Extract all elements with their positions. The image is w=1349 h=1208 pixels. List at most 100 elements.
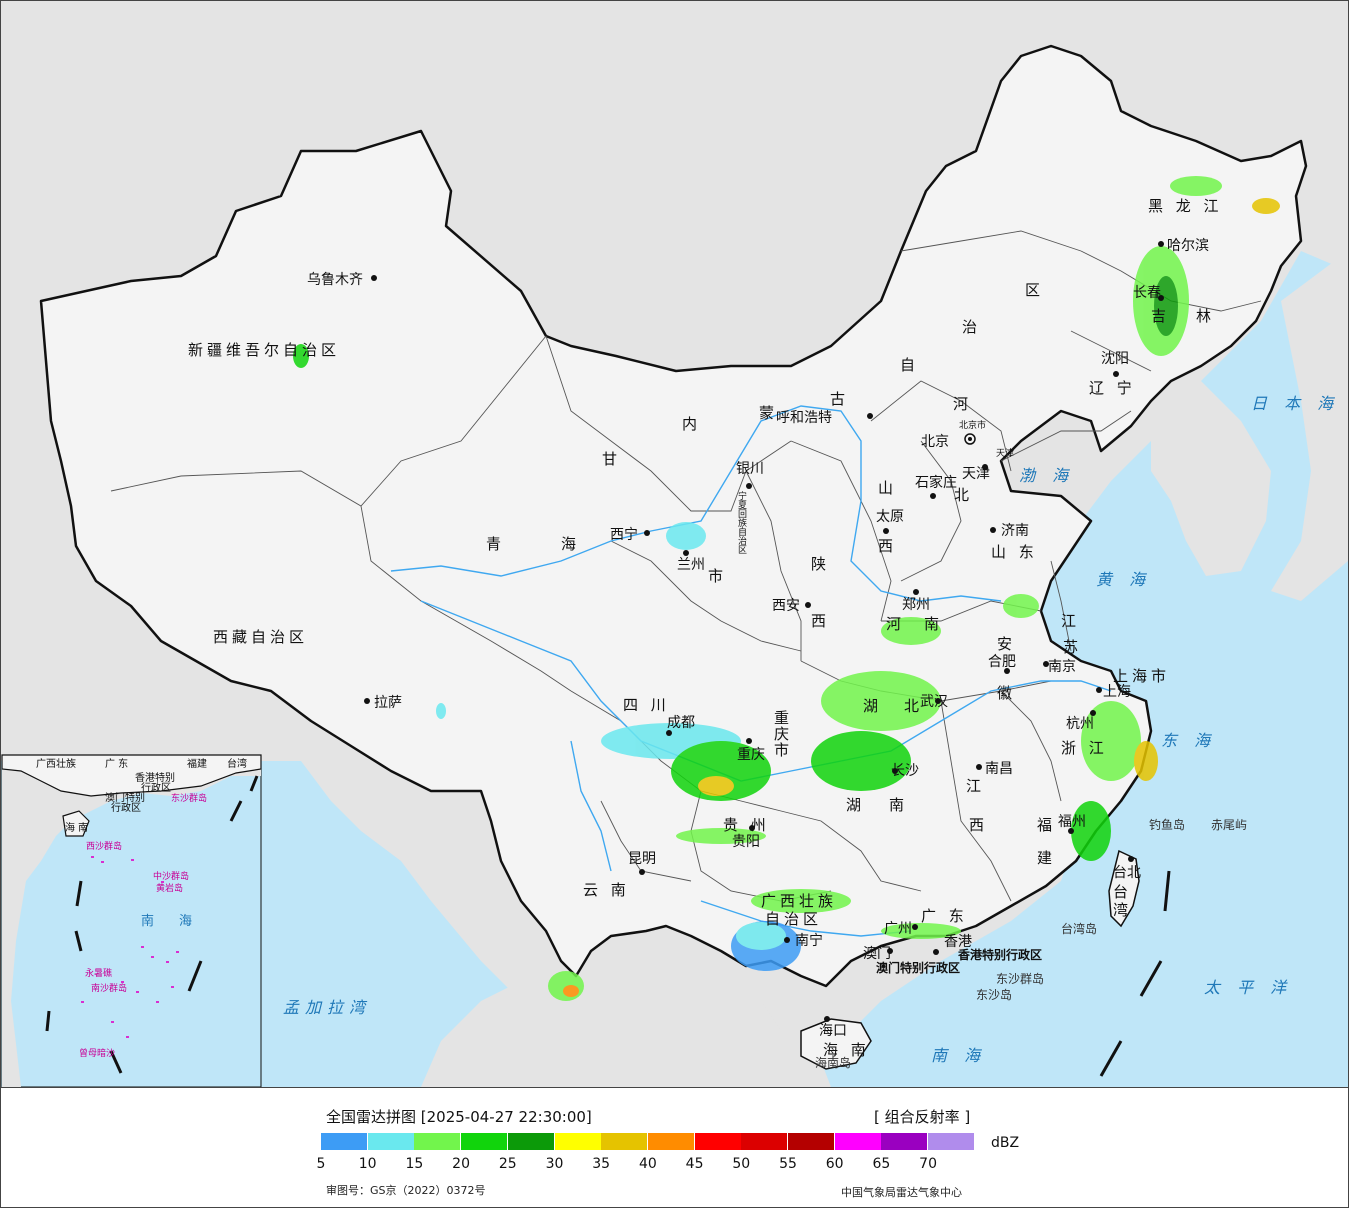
inset-guangdong: 广 东 [105,757,128,770]
city-beijing: 北京 [921,434,949,450]
label-anhui-2: 徽 [997,684,1016,702]
city-hefei: 合肥 [988,654,1016,670]
label-jilin-1: 吉 [1151,307,1170,325]
label-neimenggu-2: 蒙 [759,404,778,422]
echo-hunan [811,731,911,791]
label-lanzhou-shi: 市 [708,567,727,585]
label-tianjin-city: 天津 [996,448,1014,459]
city-nanjing: 南京 [1048,659,1076,675]
city-guiyang: 贵阳 [732,834,760,850]
label-chongqing-2: 庆 [774,725,793,743]
city-aomen: 澳门 [863,946,891,962]
echo-yunnan-core [563,985,579,997]
label-qinghai-2: 海 [561,535,580,553]
color-swatch [881,1133,928,1150]
label-guangdong: 广 东 [921,907,968,925]
echo-zhejiang [1081,701,1141,781]
echo-yunnan-south [548,971,584,1001]
label-neimenggu-4: 自 [900,356,919,374]
color-swatch [321,1133,367,1150]
neighbour-land-indochina [421,941,831,1087]
city-xianggang: 香港 [944,934,972,950]
island-labels: 钓鱼岛 赤尾屿 台湾岛 东沙群岛 东沙岛 海南岛 [815,817,1247,1070]
label-neimenggu-6: 区 [1025,281,1044,299]
inset-zengmu: 曾母暗沙 [79,1047,115,1059]
inset-nanhai-2: 海 [179,914,192,929]
city-changchun: 长春 [1133,285,1161,301]
echo-henan [881,617,941,645]
city-wuhan: 武汉 [920,694,948,710]
echo-guangxi-cyan [736,922,786,950]
label-fujian-1: 福 [1037,816,1056,834]
echo-guizhou [676,828,766,844]
label-qinghai-1: 青 [486,535,505,553]
color-swatch [741,1133,788,1150]
label-shaanxi-2: 西 [811,612,830,630]
label-jiangsu-2: 苏 [1063,638,1082,656]
color-swatch [647,1133,694,1150]
city-hohhot: 呼和浩特 [776,410,832,426]
city-shenyang: 沈阳 [1101,351,1129,367]
city-lhasa: 拉萨 [374,695,402,711]
color-scale-tick: 70 [919,1156,937,1172]
inset-macao2: 行政区 [111,801,141,814]
color-scale-tick: 15 [405,1156,424,1172]
label-shanxi-2: 西 [878,537,897,555]
city-hangzhou: 杭州 [1066,716,1094,732]
color-swatch [367,1133,414,1150]
label-chongqing-3: 市 [774,741,793,759]
label-shandong: 山 东 [991,543,1038,561]
color-scale-tick: 5 [316,1156,326,1172]
label-yunnan: 云 南 [583,881,630,899]
label-neimenggu-5: 治 [962,318,981,336]
neighbour-land-japan [1271,251,1348,601]
label-fujian-2: 建 [1037,849,1056,867]
echo-guangdong [881,923,961,939]
label-hk: 香港特别行政区 [957,947,1042,962]
inset-hk: 香港特别 [135,772,175,784]
inset-taiwan: 台湾 [227,757,247,770]
label-beijing-city: 北京市 [959,419,986,431]
color-scale-tick: 20 [452,1156,470,1172]
color-swatch [507,1133,554,1150]
color-scale-tick: 35 [592,1156,611,1172]
legend-product: [ 组合反射率 ] [874,1108,971,1126]
color-swatch [461,1133,508,1150]
inset-nanhai-1: 南 [141,913,154,929]
label-zhejiang: 浙 江 [1061,739,1108,757]
city-taiyuan: 太原 [876,509,904,525]
inset-xisha: 西沙群岛 [86,840,122,852]
echo-xinjiang [293,344,309,368]
sea-bohai: 渤 海 [1019,466,1074,485]
city-jinan: 济南 [1001,523,1029,539]
sea-huanghai: 黄 海 [1096,570,1151,589]
color-swatch [694,1133,741,1150]
island-hainan: 海南岛 [815,1055,851,1070]
city-haikou: 海口 [819,1023,847,1039]
legend-unit: dBZ [991,1135,1020,1151]
color-swatch [601,1133,648,1150]
label-hunan-1: 湖 [846,796,865,814]
island-taiwan: 台湾岛 [1061,921,1097,936]
label-hunan-2: 南 [889,796,908,814]
inset-macao: 澳门特别 [105,791,145,804]
label-shanghai: 上海市 [1113,667,1170,685]
color-swatch [788,1133,834,1150]
legend-title: 全国雷达拼图 [2025-04-27 22:30:00] [326,1108,592,1126]
echo-fujian [1071,801,1111,861]
label-shaanxi-1: 陕 [811,555,830,573]
sea-mengjiala: 孟加拉湾 [283,998,371,1017]
legend-panel: 全国雷达拼图 [2025-04-27 22:30:00] [ 组合反射率 ] d… [1,1087,1348,1207]
echo-jilin-core [1154,276,1178,336]
label-jiangxi-1: 江 [966,777,985,795]
island-dongsha-d: 东沙岛 [976,987,1012,1002]
city-zhengzhou: 郑州 [902,597,930,613]
echo-chongqing-core [698,776,734,796]
label-taiwan-1: 台 [1113,883,1132,901]
label-hainan-prov: 海 南 [823,1041,870,1059]
city-xian: 西安 [772,598,800,614]
label-neimenggu-3: 古 [830,390,849,408]
maritime-boundary [1099,870,1171,1077]
inset-fujian: 福建 [187,757,207,770]
